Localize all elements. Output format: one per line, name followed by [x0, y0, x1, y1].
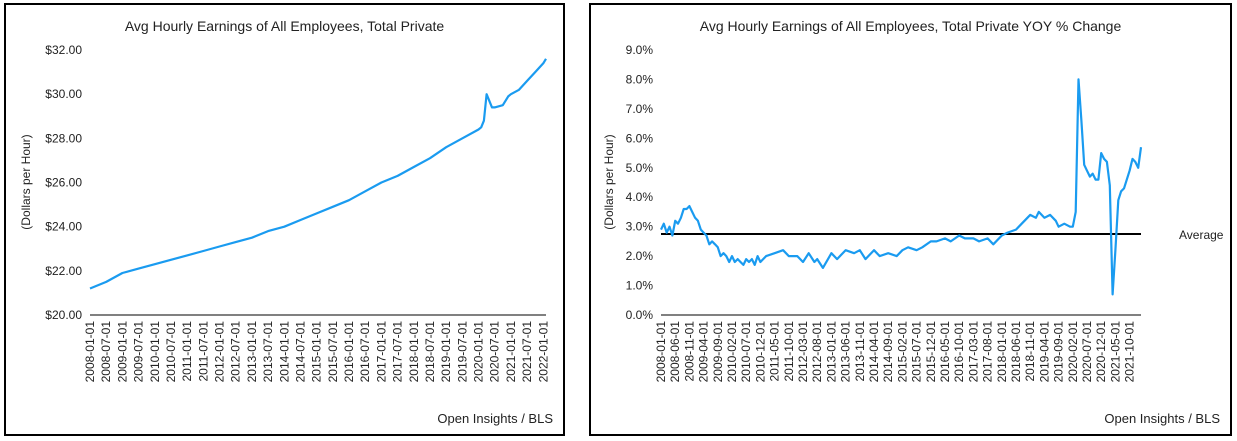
- x-tick-label: 2010-07-01: [739, 321, 753, 383]
- x-tick-label: 2020-02-01: [1066, 321, 1080, 383]
- series-line: [660, 78, 1143, 296]
- y-tick-label: $26.00: [45, 176, 82, 190]
- chart-title: Avg Hourly Earnings of All Employees, To…: [699, 18, 1122, 34]
- x-tick-label: 2019-09-01: [1052, 321, 1066, 383]
- x-tick-label: 2019-07-01: [455, 321, 469, 383]
- x-tick-label: 2015-12-01: [924, 321, 938, 383]
- x-tick-label: 2013-06-01: [839, 321, 853, 383]
- x-tick-label: 2017-01-01: [374, 321, 388, 383]
- x-tick-label: 2008-01-01: [654, 321, 668, 383]
- x-tick-label: 2020-01-01: [472, 321, 486, 383]
- x-tick-label: 2015-07-01: [326, 321, 340, 383]
- x-tick-label: 2013-07-01: [261, 321, 275, 383]
- average-label: Average: [1179, 228, 1224, 242]
- x-tick-label: 2009-07-01: [132, 321, 146, 383]
- x-tick-label: 2014-09-01: [881, 321, 895, 383]
- chart-title: Avg Hourly Earnings of All Employees, To…: [124, 18, 445, 34]
- x-tick-label: 2021-07-01: [520, 321, 534, 383]
- x-tick-label: 2011-01-01: [180, 321, 194, 382]
- x-tick-label: 2011-07-01: [196, 321, 210, 382]
- x-tick-label: 2017-08-01: [981, 321, 995, 383]
- x-tick-label: 2020-07-01: [488, 321, 502, 383]
- x-tick-label: 2014-04-01: [867, 321, 881, 383]
- x-tick-label: 2021-10-01: [1123, 321, 1137, 383]
- x-tick-label: 2016-10-01: [952, 321, 966, 383]
- x-tick-label: 2009-04-01: [697, 321, 711, 383]
- x-tick-label: 2017-07-01: [391, 321, 405, 383]
- x-tick-label: 2008-11-01: [682, 321, 696, 382]
- chart-plot-area: 0.0% 1.0% 2.0% 3.0% 4.0% 5.0% 6.0% 7.0% 8.0% 9.0%…: [626, 43, 1224, 383]
- x-tick-label: 2015-07-01: [910, 321, 924, 383]
- x-tick-label: 2008-06-01: [668, 321, 682, 383]
- x-tick-label: 2008-01-01: [83, 321, 97, 383]
- x-tick-label: 2012-07-01: [229, 321, 243, 383]
- x-tick-label: 2014-07-01: [293, 321, 307, 383]
- x-tick-label: 2020-12-01: [1094, 321, 1108, 383]
- x-tick-label: 2013-01-01: [824, 321, 838, 383]
- x-tick-label: 2021-01-01: [504, 321, 518, 383]
- y-tick-label: 8.0%: [626, 72, 654, 86]
- y-tick-label: 0.0%: [626, 308, 654, 322]
- y-tick-label: $22.00: [45, 264, 82, 278]
- x-tick-label: 2008-07-01: [99, 321, 113, 383]
- y-tick-label: 5.0%: [626, 161, 654, 175]
- x-tick-label: 2019-01-01: [439, 321, 453, 383]
- x-tick-label: 2014-01-01: [277, 321, 291, 383]
- x-tick-label: 2015-02-01: [895, 321, 909, 383]
- y-tick-label: 3.0%: [626, 220, 654, 234]
- x-tick-label: 2019-04-01: [1037, 321, 1051, 383]
- chart-panel-avg-earnings: Avg Hourly Earnings of All Employees, To…: [4, 3, 565, 436]
- x-tick-label: 2016-07-01: [358, 321, 372, 383]
- x-tick-label: 2017-03-01: [966, 321, 980, 383]
- y-tick-label: $30.00: [45, 87, 82, 101]
- x-tick-label: 2015-01-01: [310, 321, 324, 383]
- x-tick-label: 2018-11-01: [1023, 321, 1037, 382]
- x-tick-label: 2012-01-01: [213, 321, 227, 383]
- x-tick-label: 2021-05-01: [1108, 321, 1122, 383]
- x-tick-label: 2010-01-01: [148, 321, 162, 383]
- x-tick-label: 2009-09-01: [711, 321, 725, 383]
- source-label: Open Insights / BLS: [437, 411, 553, 426]
- y-tick-label: $20.00: [45, 308, 82, 322]
- x-tick-label: 2020-07-01: [1080, 321, 1094, 383]
- y-tick-label: 2.0%: [626, 249, 654, 263]
- y-tick-label: $24.00: [45, 220, 82, 234]
- x-tick-label: 2012-08-01: [810, 321, 824, 383]
- x-tick-label: 2013-11-01: [853, 321, 867, 382]
- x-tick-label: 2010-12-01: [753, 321, 767, 383]
- x-tick-label: 2011-10-01: [782, 321, 796, 382]
- x-tick-label: 2018-06-01: [1009, 321, 1023, 383]
- x-tick-label: 2018-07-01: [423, 321, 437, 383]
- y-tick-label: 6.0%: [626, 131, 654, 145]
- y-tick-label: 4.0%: [626, 190, 654, 204]
- x-tick-label: 2010-07-01: [164, 321, 178, 383]
- series-line: [89, 58, 547, 290]
- x-tick-label: 2013-01-01: [245, 321, 259, 383]
- x-tick-label: 2011-05-01: [768, 321, 782, 382]
- y-tick-label: $32.00: [45, 43, 82, 57]
- y-tick-label: 1.0%: [626, 279, 654, 293]
- x-tick-label: 2009-01-01: [115, 321, 129, 383]
- y-tick-label: 7.0%: [626, 102, 654, 116]
- chart-panel-yoy-change: Avg Hourly Earnings of All Employees, To…: [589, 3, 1232, 436]
- x-tick-label: 2018-01-01: [407, 321, 421, 383]
- x-tick-label: 2010-02-01: [725, 321, 739, 383]
- x-tick-label: 2022-01-01: [536, 321, 550, 383]
- x-tick-label: 2016-05-01: [938, 321, 952, 383]
- x-tick-label: 2018-01-01: [995, 321, 1009, 383]
- x-tick-label: 2016-01-01: [342, 321, 356, 383]
- source-label: Open Insights / BLS: [1104, 411, 1220, 426]
- x-tick-label: 2012-03-01: [796, 321, 810, 383]
- y-tick-label: 9.0%: [626, 43, 654, 57]
- y-tick-label: $28.00: [45, 131, 82, 145]
- chart-plot-area: $20.00 $22.00 $24.00 $26.00 $28.00 $30.00 $32.…: [45, 43, 550, 383]
